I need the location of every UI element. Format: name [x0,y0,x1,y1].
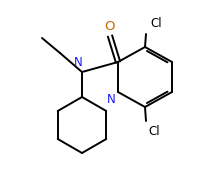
Text: Cl: Cl [150,17,162,30]
Text: O: O [105,20,115,33]
Text: N: N [107,93,116,106]
Text: N: N [74,56,83,69]
Text: Cl: Cl [148,125,160,138]
